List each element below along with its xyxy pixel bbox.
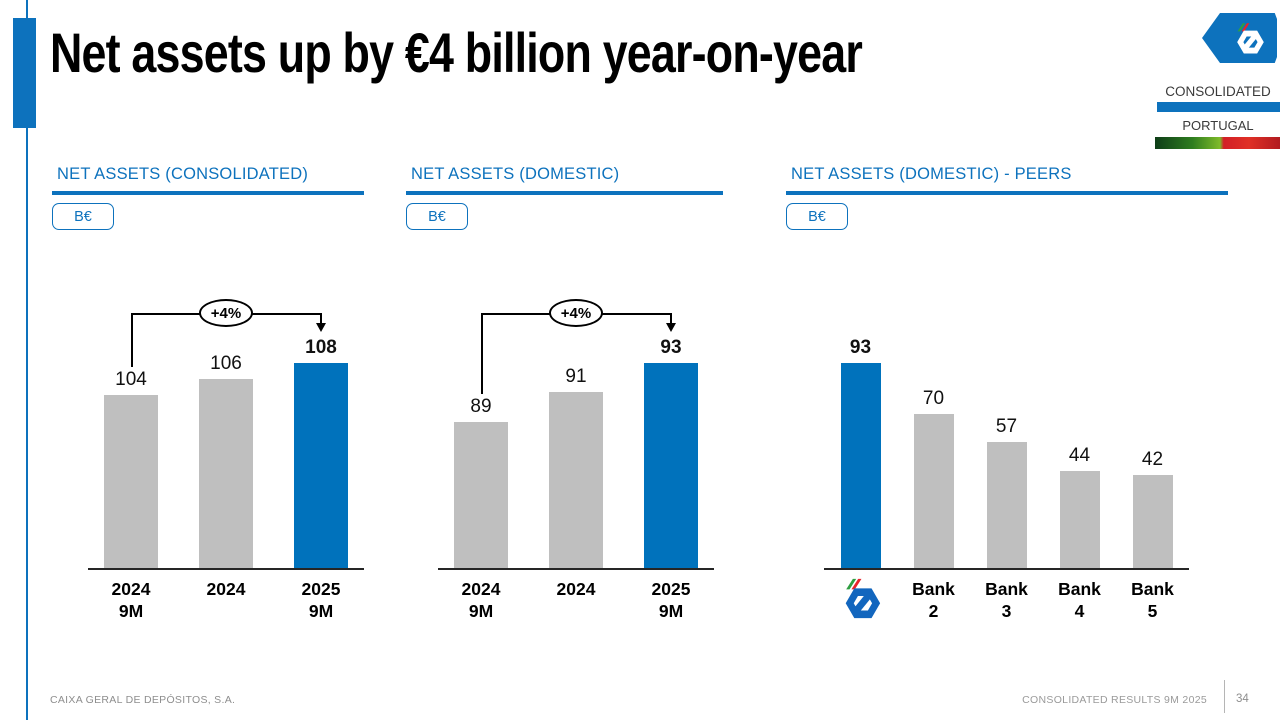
bar-value-label: 106	[210, 353, 242, 374]
bar-value-label: 70	[922, 388, 945, 409]
footer-separator	[1224, 680, 1225, 713]
x-axis-label: 2024	[206, 579, 246, 599]
bar-value-label: 57	[995, 416, 1018, 437]
chart-title-underline	[52, 191, 364, 195]
bar-chart-peers: 93 70 Bank 2 57 Bank 3 44 Bank 4 42 Bank 5	[824, 298, 1189, 648]
bar-chart-domestic: 89 2024 9M 91 2024 93 2025 9M +4%	[438, 298, 714, 648]
chart-section-peers: NET ASSETS (DOMESTIC) - PEERS B€ 93 70 Ban…	[786, 162, 1228, 652]
scope-accent-bar	[1157, 102, 1280, 112]
chart-section-consolidated: NET ASSETS (CONSOLIDATED) B€ 104 2024 9M 10…	[52, 162, 364, 652]
x-axis-label: 2025 9M	[651, 579, 691, 621]
chart-title-underline	[406, 191, 723, 195]
bar	[294, 363, 348, 568]
growth-arrow-head	[315, 323, 326, 332]
x-axis-label: 2024 9M	[111, 579, 151, 621]
bar-value-label: 93	[849, 337, 872, 358]
unit-badge: B€	[786, 203, 848, 230]
bar-value-label: 91	[565, 366, 587, 387]
x-axis-label: Bank 4	[1058, 579, 1101, 621]
bar	[913, 414, 954, 568]
title-accent-block	[13, 18, 36, 128]
growth-annotation: +4%	[199, 299, 253, 327]
bar-chart-consolidated: 104 2024 9M 106 2024 108 2025 9M +4%	[88, 298, 364, 648]
bar	[1132, 475, 1173, 568]
bar	[840, 363, 881, 568]
region-label: PORTUGAL	[1182, 118, 1254, 133]
x-axis-label: Bank 2	[912, 579, 955, 621]
chart-title: NET ASSETS (DOMESTIC)	[411, 165, 620, 183]
x-axis-line	[438, 568, 714, 570]
footer-company: CAIXA GERAL DE DEPÓSITOS, S.A.	[50, 694, 236, 706]
x-axis-label: 2025 9M	[301, 579, 341, 621]
bar-value-label: 108	[305, 337, 337, 358]
x-axis-label: 2024 9M	[461, 579, 501, 621]
growth-arrow-stem	[320, 313, 322, 324]
chart-title: NET ASSETS (DOMESTIC) - PEERS	[791, 165, 1072, 183]
unit-badge: B€	[406, 203, 468, 230]
unit-badge: B€	[52, 203, 114, 230]
cgd-logo-icon	[1230, 21, 1268, 55]
scope-label: CONSOLIDATED	[1165, 84, 1271, 99]
bar-value-label: 104	[115, 369, 147, 390]
chart-title-underline	[786, 191, 1228, 195]
bar	[1059, 471, 1100, 568]
growth-bracket-drop	[481, 313, 483, 394]
chart-title: NET ASSETS (CONSOLIDATED)	[57, 165, 309, 183]
x-axis-label: Bank 3	[985, 579, 1028, 621]
bar	[199, 379, 253, 568]
bar	[104, 395, 158, 568]
footer-report-title: CONSOLIDATED RESULTS 9M 2025	[1022, 694, 1207, 706]
left-edge-accent-line	[26, 0, 28, 720]
bar	[454, 422, 508, 568]
brand-banner	[1202, 13, 1277, 63]
x-axis-label: Bank 5	[1131, 579, 1174, 621]
growth-bracket-drop	[131, 313, 133, 367]
growth-arrow-stem	[670, 313, 672, 324]
bar-value-label: 42	[1141, 449, 1164, 470]
x-axis-label: 2024	[556, 579, 596, 599]
bar-value-label: 44	[1068, 445, 1091, 466]
x-axis-line	[824, 568, 1189, 570]
portugal-flag-bar	[1155, 137, 1280, 149]
bar	[644, 363, 698, 568]
bar	[549, 392, 603, 568]
bar-value-label: 93	[660, 337, 682, 358]
bar	[986, 442, 1027, 568]
page-number: 34	[1236, 693, 1249, 705]
cgd-logo-icon	[837, 576, 885, 620]
page-title: Net assets up by €4 billion year-on-year	[50, 21, 863, 84]
growth-arrow-head	[665, 323, 676, 332]
x-axis-line	[88, 568, 364, 570]
growth-annotation: +4%	[549, 299, 603, 327]
chart-section-domestic: NET ASSETS (DOMESTIC) B€ 89 2024 9M 91 2024 9…	[406, 162, 723, 652]
bar-value-label: 89	[470, 396, 492, 417]
